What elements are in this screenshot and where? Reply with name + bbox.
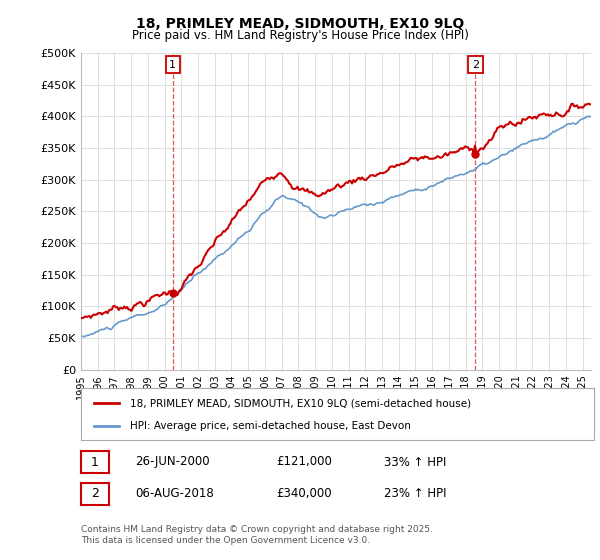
Text: Contains HM Land Registry data © Crown copyright and database right 2025.
This d: Contains HM Land Registry data © Crown c… bbox=[81, 525, 433, 545]
Text: 1: 1 bbox=[169, 59, 176, 69]
Text: 2: 2 bbox=[472, 59, 479, 69]
Text: 18, PRIMLEY MEAD, SIDMOUTH, EX10 9LQ: 18, PRIMLEY MEAD, SIDMOUTH, EX10 9LQ bbox=[136, 17, 464, 31]
Text: Price paid vs. HM Land Registry's House Price Index (HPI): Price paid vs. HM Land Registry's House … bbox=[131, 29, 469, 42]
Text: 23% ↑ HPI: 23% ↑ HPI bbox=[384, 487, 446, 501]
Text: 1: 1 bbox=[91, 455, 99, 469]
Text: 18, PRIMLEY MEAD, SIDMOUTH, EX10 9LQ (semi-detached house): 18, PRIMLEY MEAD, SIDMOUTH, EX10 9LQ (se… bbox=[130, 398, 471, 408]
Text: 26-JUN-2000: 26-JUN-2000 bbox=[135, 455, 209, 469]
Text: 2: 2 bbox=[91, 487, 99, 501]
Text: £340,000: £340,000 bbox=[276, 487, 332, 501]
Text: £121,000: £121,000 bbox=[276, 455, 332, 469]
Text: 33% ↑ HPI: 33% ↑ HPI bbox=[384, 455, 446, 469]
Text: HPI: Average price, semi-detached house, East Devon: HPI: Average price, semi-detached house,… bbox=[130, 421, 410, 431]
Text: 06-AUG-2018: 06-AUG-2018 bbox=[135, 487, 214, 501]
